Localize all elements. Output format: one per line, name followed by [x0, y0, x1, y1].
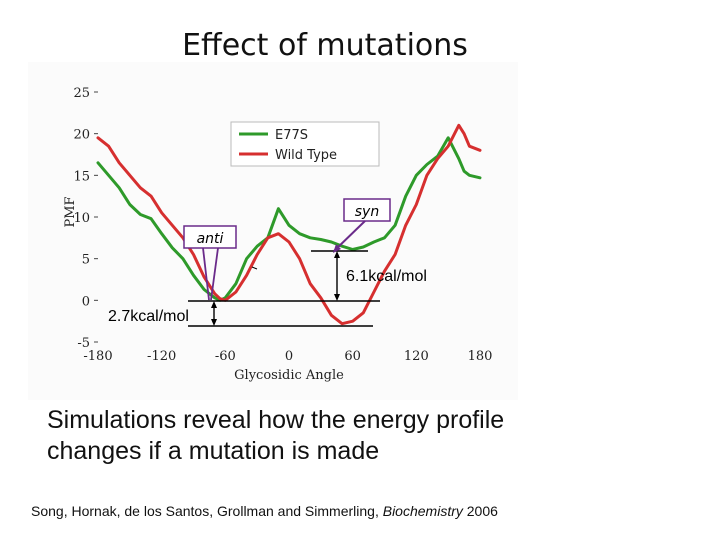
- energy-label-2-7: 2.7kcal/mol: [108, 308, 189, 325]
- legend-label-e77s: E77S: [275, 128, 308, 143]
- y-axis-label: PMF: [63, 196, 78, 227]
- x-tick-label: 60: [344, 349, 361, 364]
- syn-pointer: [333, 220, 366, 252]
- arrowhead-2-7-bottom: [211, 319, 217, 326]
- x-tick-label: 120: [404, 349, 429, 364]
- anti-label-box: [183, 225, 237, 249]
- y-tick-label: 5: [82, 253, 90, 268]
- citation-year: 2006: [462, 503, 498, 519]
- y-tick-label: 15: [73, 169, 90, 184]
- caption-line-1: Simulations reveal how the energy profil…: [47, 406, 505, 434]
- citation: Song, Hornak, de los Santos, Grollman an…: [31, 503, 651, 519]
- energy-label-6-1: 6.1kcal/mol: [346, 268, 427, 285]
- syn-label-box: [343, 198, 391, 222]
- series-layer: [96, 123, 482, 326]
- arrowhead-6-1-bottom: [334, 294, 340, 301]
- x-tick-label: 0: [285, 349, 293, 364]
- anti-pointer-1: [202, 247, 210, 301]
- y-tick-label: -5: [77, 336, 90, 351]
- caption-line-2: changes if a mutation is made: [47, 437, 380, 465]
- arrowhead-6-1-top: [334, 251, 340, 258]
- legend-label-wild-type: Wild Type: [275, 148, 337, 163]
- slide-title: Effect of mutations: [182, 28, 468, 63]
- syn-label: syn: [355, 204, 379, 220]
- citation-authors: Song, Hornak, de los Santos, Grollman an…: [31, 503, 383, 519]
- citation-journal: Biochemistry: [382, 503, 463, 519]
- y-tick-label: 20: [73, 128, 90, 143]
- axes-layer: -5 0 5 10 15 20 25 -180 -120 -60 0 60 120 180 Glycosid…: [63, 86, 492, 383]
- plot-panel: -5 0 5 10 15 20 25 -180 -120 -60 0 60 120 180 Glycosid…: [28, 62, 518, 400]
- series-line-wild-type: [96, 123, 482, 326]
- arrowhead-2-7-top: [211, 301, 217, 308]
- annotation-layer: anti syn 2.7kcal/mol 6.1kcal/mol: [108, 198, 427, 327]
- anti-label: anti: [197, 231, 224, 247]
- legend: E77S Wild Type: [230, 121, 380, 167]
- x-tick-label: 180: [468, 349, 493, 364]
- x-tick-label: -180: [83, 349, 112, 364]
- y-tick-label: 0: [82, 294, 90, 309]
- y-tick-label: 10: [73, 211, 90, 226]
- x-axis-label: Glycosidic Angle: [234, 368, 344, 383]
- x-tick-label: -60: [215, 349, 236, 364]
- small-tick-mark: [251, 266, 258, 270]
- syn-pointer-head: [333, 244, 341, 253]
- pmf-chart: -5 0 5 10 15 20 25 -180 -120 -60 0 60 120 180 Glycosid…: [63, 86, 492, 383]
- y-tick-label: 25: [73, 86, 90, 101]
- caption: Simulations reveal how the energy profil…: [47, 405, 647, 467]
- x-tick-label: -120: [147, 349, 176, 364]
- series-line-e77s: [96, 136, 482, 302]
- anti-pointer-2: [210, 247, 219, 301]
- legend-box: [230, 121, 380, 167]
